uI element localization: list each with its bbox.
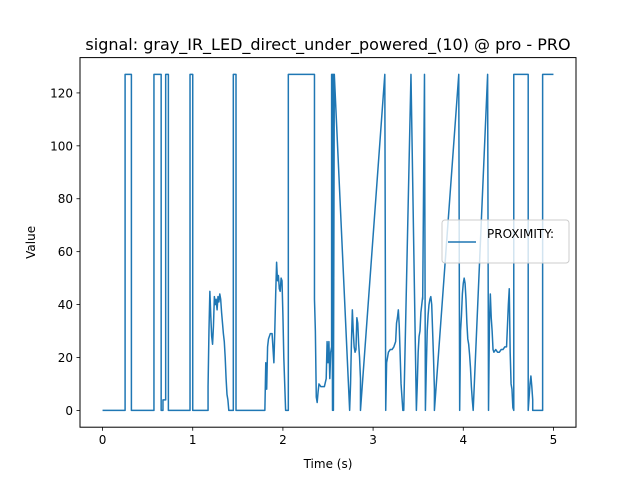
plot-area xyxy=(102,73,554,412)
x-tick-label: 0 xyxy=(99,433,107,447)
y-tick-label: 120 xyxy=(50,86,73,100)
legend-box xyxy=(441,219,570,264)
series-line-0 xyxy=(102,73,554,412)
x-tick-label: 1 xyxy=(189,433,197,447)
x-tick-label: 5 xyxy=(550,433,558,447)
y-axis-label: Value xyxy=(24,226,38,259)
y-tick-label: 100 xyxy=(50,139,73,153)
y-tick-label: 40 xyxy=(58,298,73,312)
x-tick-label: 3 xyxy=(369,433,377,447)
x-axis-label: Time (s) xyxy=(303,457,353,471)
chart-title: signal: gray_IR_LED_direct_under_powered… xyxy=(85,35,570,55)
y-tick-label: 80 xyxy=(58,192,73,206)
y-tick-label: 60 xyxy=(58,245,73,259)
x-tick-label: 2 xyxy=(279,433,287,447)
x-tick-label: 4 xyxy=(459,433,467,447)
y-tick-label: 20 xyxy=(58,351,73,365)
y-axis: 0 20 40 60 80 100 120 xyxy=(50,86,80,418)
legend-label-proximity: PROXIMITY: xyxy=(487,227,554,241)
x-axis: 0 1 2 3 4 5 xyxy=(99,427,558,447)
axes-frame xyxy=(79,57,577,428)
legend: PROXIMITY: xyxy=(441,219,570,264)
y-tick-label: 0 xyxy=(65,404,73,418)
